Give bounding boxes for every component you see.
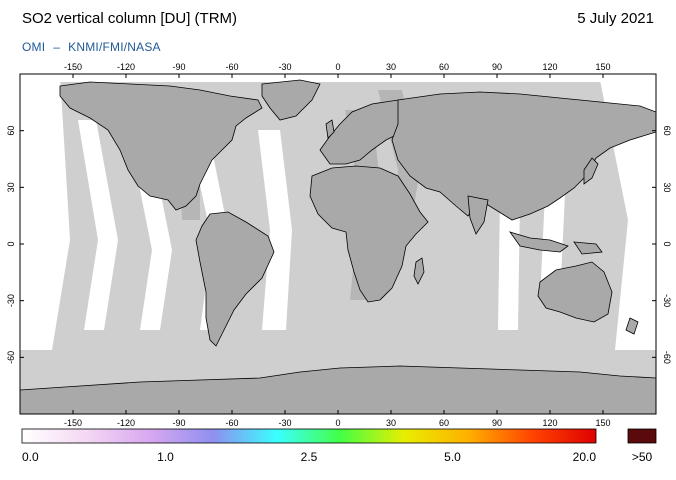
lat-tick-label-right: 30	[662, 182, 672, 192]
land-madagascar	[413, 257, 425, 285]
land-asia	[391, 91, 656, 221]
swath-gap	[78, 120, 118, 330]
lon-tick-label-bottom: 60	[439, 418, 449, 428]
lon-ticks-top: -150 -120 -90 -60 -30 0 30 60 90 120 150	[64, 62, 611, 78]
colorbar-label: 20.0	[573, 450, 597, 464]
lat-tick-label-left: -30	[6, 294, 16, 307]
lon-tick-label-top: 150	[595, 62, 610, 72]
lon-tick-label-bottom: 150	[595, 418, 610, 428]
land-north-america	[59, 81, 263, 211]
lat-tick-label-left: -60	[6, 351, 16, 364]
map-date: 5 July 2021	[577, 10, 654, 27]
colorbar-overflow-label: >50	[632, 450, 653, 464]
credit-instrument: OMI	[22, 40, 46, 54]
lon-tick-label-bottom: -120	[117, 418, 135, 428]
lon-tick-label-bottom: -30	[278, 418, 291, 428]
lon-tick-label-top: -30	[278, 62, 291, 72]
land-japan	[583, 157, 599, 185]
lat-ticks-left: 60 30 0 -30 -60	[6, 126, 24, 364]
colorbar-labels: 0.0 1.0 2.5 5.0 20.0	[22, 450, 596, 464]
lon-tick-label-top: 90	[492, 62, 502, 72]
lon-tick-label-top: 0	[335, 62, 340, 72]
map-area	[20, 74, 656, 414]
lon-tick-label-top: -60	[225, 62, 238, 72]
lat-tick-label-right: 60	[662, 126, 672, 136]
lat-tick-label-left: 0	[6, 241, 16, 246]
lon-tick-label-top: 120	[542, 62, 557, 72]
lon-tick-label-top: -120	[117, 62, 135, 72]
lon-tick-label-top: -90	[172, 62, 185, 72]
lon-tick-label-top: 60	[439, 62, 449, 72]
swath-gap	[600, 80, 656, 350]
land-new-guinea	[573, 241, 603, 255]
lat-ticks-right: 60 30 0 -30 -60	[652, 126, 672, 364]
lat-tick-label-right: -30	[662, 294, 672, 307]
lon-tick-label-top: 30	[386, 62, 396, 72]
swath-gap	[258, 130, 292, 330]
land-greenland	[261, 79, 321, 121]
lat-tick-label-right: -60	[662, 351, 672, 364]
land-australia	[537, 261, 613, 323]
land-indonesia	[508, 231, 569, 253]
colorbar-label: 5.0	[444, 450, 461, 464]
lon-tick-label-bottom: 90	[492, 418, 502, 428]
colorbar-label: 1.0	[157, 450, 174, 464]
land-new-zealand	[625, 317, 639, 335]
lon-tick-label-bottom: 0	[335, 418, 340, 428]
colorbar-overflow-box	[627, 428, 657, 444]
lon-ticks-bottom: -150 -120 -90 -60 -30 0 30 60 90 120 150	[64, 410, 611, 428]
lon-tick-label-bottom: 120	[542, 418, 557, 428]
colorbar	[21, 428, 597, 444]
lat-tick-label-right: 0	[662, 241, 672, 246]
colorbar-label: 0.0	[22, 450, 39, 464]
land-antarctica	[20, 365, 656, 414]
lon-tick-label-top: -150	[64, 62, 82, 72]
lon-tick-label-bottom: -60	[225, 418, 238, 428]
credit-agencies: KNMI/FMI/NASA	[68, 40, 161, 54]
land-south-america	[195, 211, 275, 347]
credit-separator: –	[53, 40, 61, 54]
lon-tick-label-bottom: -90	[172, 418, 185, 428]
lat-tick-label-left: 60	[6, 126, 16, 136]
lat-tick-label-left: 30	[6, 182, 16, 192]
land-uk	[325, 119, 335, 139]
swath-gap	[20, 74, 70, 350]
colorbar-label: 2.5	[301, 450, 318, 464]
credit-line: OMI – KNMI/FMI/NASA	[22, 40, 161, 54]
land-masses	[59, 79, 656, 347]
swath-gap	[498, 200, 520, 330]
land-india	[467, 195, 489, 235]
map-title: SO2 vertical column [DU] (TRM)	[22, 10, 238, 27]
land-africa	[309, 165, 429, 303]
lon-tick-label-bottom: 30	[386, 418, 396, 428]
lon-tick-label-bottom: -150	[64, 418, 82, 428]
